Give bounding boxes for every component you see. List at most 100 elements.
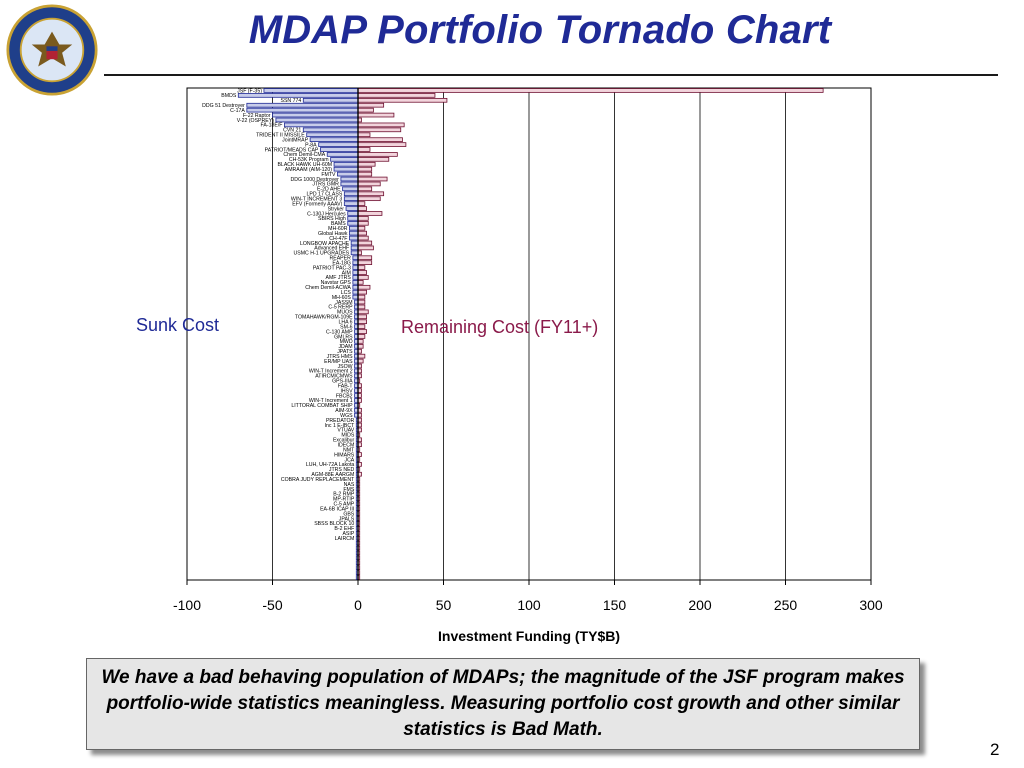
category-label: JASSM xyxy=(335,300,352,306)
sunk-bar xyxy=(350,240,359,246)
remaining-bar xyxy=(357,142,407,147)
category-label: LCS xyxy=(341,290,352,296)
remaining-bar xyxy=(357,186,373,192)
sunk-bar xyxy=(319,147,359,152)
x-tick-label: -100 xyxy=(173,597,201,613)
sunk-bar xyxy=(326,152,359,157)
category-label: GPS-IIIA xyxy=(332,379,353,385)
remaining-bar xyxy=(357,137,403,142)
category-label: C-5 AMP xyxy=(334,502,355,508)
category-label: ASIP xyxy=(342,531,354,537)
category-label: USMC H-1 UPGRADES xyxy=(294,251,350,257)
remaining-bar xyxy=(357,343,364,349)
remaining-bar xyxy=(357,245,374,251)
category-label: BLACK HAWK UH-60M xyxy=(277,162,332,168)
category-label: SBSS BLOCK 10 xyxy=(314,521,354,527)
sunk-bar xyxy=(347,220,359,226)
remaining-bar xyxy=(357,181,381,187)
category-label: TOMAHAWK/RGM-109E xyxy=(295,315,353,321)
category-label: EA-6B ICAP III xyxy=(320,506,354,512)
category-label: DDG 1000 Destroyer xyxy=(290,177,339,183)
category-label: ATIRCM/CMWS xyxy=(315,374,353,380)
remaining-bar xyxy=(357,112,395,118)
sunk-bar xyxy=(302,97,359,103)
x-tick-label: 0 xyxy=(354,597,362,613)
sunk-bar xyxy=(349,225,359,231)
category-label: BMDS xyxy=(221,93,237,99)
remaining-cost-annotation: Remaining Cost (FY11+) xyxy=(401,317,599,337)
category-label: COBRA JUDY REPLACEMENT xyxy=(281,477,355,483)
category-label: MUOS xyxy=(337,310,353,316)
category-label: LAIRCM xyxy=(335,536,355,542)
category-label: FA-18E/F xyxy=(261,123,283,129)
x-tick-label: 200 xyxy=(688,597,712,613)
remaining-bar xyxy=(357,358,364,364)
sunk-bar xyxy=(352,265,359,270)
sunk-bar xyxy=(340,176,359,182)
category-label: LUH, UH-72A Lakota xyxy=(306,462,355,468)
category-label: Advanced EHF xyxy=(314,246,349,252)
sunk-bar xyxy=(352,284,359,290)
category-label: LHA 6 xyxy=(338,320,352,326)
category-label: EFV (Formerly AAAV) xyxy=(292,201,342,207)
remaining-bar xyxy=(357,329,367,334)
sunk-bar xyxy=(275,117,359,123)
remaining-bar xyxy=(357,171,373,177)
sunk-bar xyxy=(340,181,359,187)
category-label: JPATS xyxy=(337,349,353,355)
remaining-bar xyxy=(357,132,371,138)
category-label: PREDATOR xyxy=(326,418,355,424)
remaining-bar xyxy=(357,166,373,172)
category-label: WIN-T Increment 1 xyxy=(309,398,353,404)
category-label: WIN-T Increment 2 xyxy=(309,369,353,375)
category-label: JTRS HMS xyxy=(327,354,353,360)
sunk-bar xyxy=(349,230,359,236)
remaining-bar xyxy=(357,309,369,315)
category-label: AIM-9X xyxy=(335,408,353,414)
sunk-bar xyxy=(246,102,359,108)
dod-seal-logo xyxy=(6,4,98,96)
remaining-bar xyxy=(357,196,381,202)
category-label: MIDS xyxy=(341,433,355,439)
category-label: MH-60S xyxy=(332,295,352,301)
remaining-bar xyxy=(357,324,366,329)
sunk-bar xyxy=(237,93,359,98)
remaining-bar xyxy=(357,299,366,305)
remaining-bar xyxy=(357,319,367,325)
category-label: WGS xyxy=(340,413,353,419)
title-divider xyxy=(104,74,998,76)
remaining-bar xyxy=(357,294,366,300)
remaining-bar xyxy=(357,265,366,270)
category-label: Excalibur xyxy=(333,438,355,444)
sunk-bar xyxy=(352,260,359,265)
sunk-bar xyxy=(284,122,359,128)
remaining-bar xyxy=(357,122,405,128)
remaining-bar xyxy=(357,102,385,108)
remaining-bar xyxy=(357,201,366,206)
category-label: CVN 21 xyxy=(283,128,301,134)
remaining-bar xyxy=(357,147,371,152)
sunk-bar xyxy=(263,88,359,93)
remaining-bar xyxy=(357,206,367,211)
remaining-bar xyxy=(357,191,385,197)
category-label: B-2 RMP xyxy=(333,492,355,498)
category-label: P-8A xyxy=(305,142,317,148)
category-label: F-22 Raptor xyxy=(243,113,271,119)
category-label: ER/MP UAS xyxy=(324,359,353,365)
remaining-bar xyxy=(357,88,824,93)
category-label: AMRAAM (AIM-120) xyxy=(285,167,333,173)
x-tick-label: 150 xyxy=(603,597,627,613)
remaining-bar xyxy=(357,152,398,157)
category-label: JCA xyxy=(344,457,354,463)
category-label: AGM-88E AARGM xyxy=(311,472,354,478)
category-label: JDAM xyxy=(338,344,352,350)
category-label: Chem Demil-CMA xyxy=(283,152,325,158)
category-label: LONGBOW APACHE xyxy=(300,241,350,247)
remaining-bar xyxy=(357,255,373,261)
remaining-bar xyxy=(357,225,366,231)
sunk-bar xyxy=(349,235,359,241)
category-label: AMF JTRS xyxy=(325,275,351,281)
category-label: FBCB2 xyxy=(336,393,353,399)
sunk-bar xyxy=(350,245,359,251)
sunk-bar xyxy=(309,137,359,142)
